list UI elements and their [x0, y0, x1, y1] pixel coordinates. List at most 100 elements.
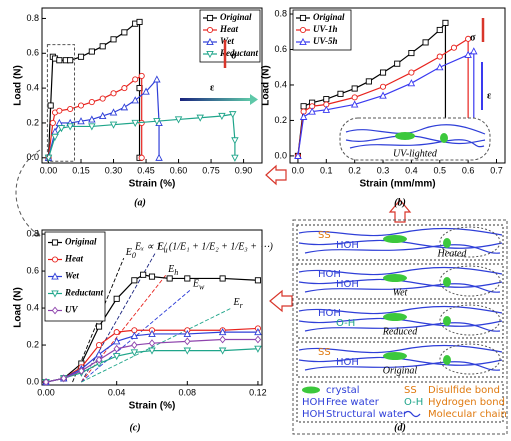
fit-label: Eu [157, 242, 168, 255]
legend-label: Original [220, 12, 252, 22]
point [67, 57, 74, 64]
point [351, 85, 358, 92]
annotation: σ [231, 50, 237, 61]
legend-marker [206, 26, 214, 34]
point [88, 115, 96, 123]
point [294, 151, 302, 159]
point [436, 53, 443, 60]
legend-label: Reductant [64, 288, 104, 298]
x-tick-label: 0.0 [292, 165, 305, 175]
fit-label-symbol: E [192, 279, 199, 290]
point [322, 105, 331, 113]
x-tick-label: 0.04 [108, 387, 126, 397]
y-tick-label: 0.4 [26, 302, 39, 312]
y-axis-label: Load (N) [13, 287, 24, 328]
legend-label: Reductant [219, 48, 259, 58]
point [57, 125, 66, 133]
point [300, 103, 307, 110]
point [231, 137, 239, 145]
legend-symbol: HOH [302, 409, 325, 420]
x-tick-label: 0.15 [72, 165, 90, 175]
point [110, 36, 117, 43]
legend-marker [206, 37, 214, 46]
crystal [383, 235, 407, 243]
y-tick-label: 0.0 [274, 150, 287, 160]
chain [304, 244, 501, 254]
caption: (d) [394, 422, 406, 433]
point [254, 277, 261, 284]
diagram-frame [292, 219, 508, 435]
fit-line [81, 307, 232, 383]
point [351, 94, 358, 101]
x-tick-label: 0.6 [462, 165, 475, 175]
point [155, 153, 163, 161]
crystal [395, 132, 415, 140]
chain [349, 139, 485, 149]
panel-label: Reduced [382, 326, 418, 337]
point [228, 111, 237, 119]
chain [298, 344, 503, 354]
y-tick-label: 0.0 [26, 152, 39, 162]
point [148, 329, 156, 337]
legend-marker [299, 37, 307, 46]
point [184, 337, 191, 346]
fit-line [80, 252, 156, 383]
plot-frame [289, 7, 506, 164]
chain [298, 356, 503, 366]
y-tick-label: 0.6 [274, 44, 287, 54]
panel-label: Original [383, 365, 418, 376]
point [99, 43, 106, 50]
point [148, 273, 156, 280]
point [408, 69, 415, 76]
fit-label-sub: u [164, 245, 168, 254]
legend-symbol: O-H [404, 397, 423, 408]
bond-tag: O-H [336, 318, 355, 329]
point [184, 275, 191, 282]
inset-frame [339, 117, 491, 161]
crystal [383, 313, 407, 321]
focus-circle [439, 343, 501, 375]
x-tick-label: 0.7 [490, 165, 503, 175]
point [67, 105, 74, 113]
y-tick-label: 0.6 [26, 48, 39, 58]
x-tick-label: 0.4 [405, 165, 418, 175]
point [166, 275, 173, 282]
y-tick-label: 0.8 [26, 228, 39, 238]
legend-marker [299, 14, 307, 22]
caption: (b) [394, 197, 406, 208]
point [112, 337, 121, 345]
fit-label: Ew [192, 279, 205, 292]
legend-marker [51, 306, 59, 315]
focus-circle [439, 265, 501, 297]
point [56, 107, 63, 114]
fit-label-symbol: E [125, 247, 132, 258]
point [95, 323, 103, 330]
point [47, 102, 54, 109]
point [299, 112, 308, 120]
fit-label-sub: 0 [132, 251, 136, 260]
chain [304, 361, 501, 371]
fit-label-sub: h [174, 268, 178, 277]
y-tick-label: 0.8 [26, 13, 39, 23]
legend-label: Disulfide bond [428, 385, 500, 396]
x-tick-label: 0.3 [377, 165, 390, 175]
point [120, 103, 129, 111]
point [365, 78, 372, 85]
point [254, 345, 262, 353]
legend-marker [51, 272, 59, 280]
chain [298, 278, 503, 288]
link-arrow [15, 149, 41, 237]
legend-label: Structural water [326, 409, 408, 420]
point [379, 91, 387, 99]
point [231, 154, 239, 162]
fit-label: Er [232, 297, 243, 310]
annotation: ε [487, 90, 492, 101]
point [394, 60, 401, 67]
point [153, 118, 161, 126]
annotation: ε [210, 82, 215, 93]
y-tick-label: 0.4 [274, 79, 287, 89]
point [470, 47, 478, 55]
point [113, 295, 120, 302]
